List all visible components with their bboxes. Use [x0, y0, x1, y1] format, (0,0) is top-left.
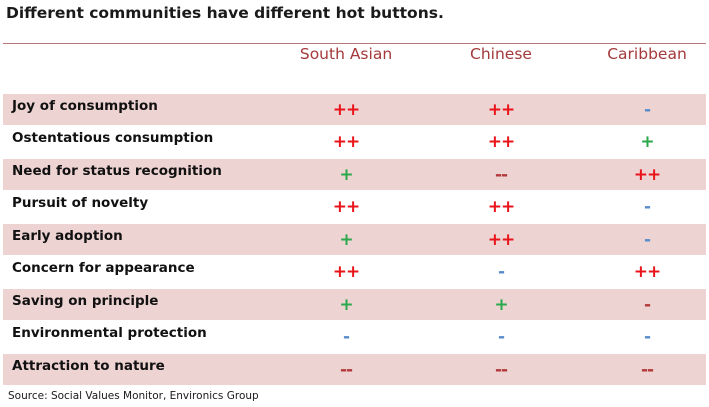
rating-cell-chinese: --	[494, 164, 508, 185]
table-row: Saving on principle + + -	[3, 288, 706, 322]
rating-cell-caribbean: --	[640, 359, 654, 380]
table-row: Pursuit of novelty ++ ++ -	[3, 191, 706, 224]
rating-cell-caribbean: -	[643, 327, 651, 348]
column-header-caribbean: Caribbean	[607, 45, 687, 63]
row-label: Environmental protection	[12, 325, 207, 342]
rating-cell-chinese: ++	[487, 229, 515, 250]
table-row: Joy of consumption ++ ++ -	[3, 94, 706, 127]
rating-cell-south-asian: ++	[332, 262, 360, 283]
rating-cell-south-asian: +	[339, 229, 353, 250]
row-label: Ostentatious consumption	[12, 130, 214, 147]
row-label: Saving on principle	[12, 292, 159, 309]
table-row: Ostentatious consumption ++ ++ +	[3, 126, 706, 159]
rating-cell-south-asian: +	[339, 164, 353, 185]
row-label: Early adoption	[12, 227, 123, 244]
rating-cell-chinese: +	[494, 294, 508, 315]
rating-cell-caribbean: -	[643, 100, 651, 120]
row-label: Pursuit of novelty	[12, 195, 149, 212]
rating-cell-chinese: -	[497, 327, 505, 348]
table-row: Need for status recognition + -- ++	[3, 158, 706, 192]
rating-cell-south-asian: +	[339, 294, 353, 315]
rating-cell-caribbean: ++	[633, 262, 661, 283]
rating-cell-chinese: ++	[487, 197, 515, 218]
rating-cell-south-asian: ++	[332, 197, 360, 218]
column-header-south-asian: South Asian	[299, 45, 393, 63]
table-row: Early adoption + ++ -	[3, 223, 706, 257]
rating-cell-caribbean: -	[643, 229, 651, 250]
table-row: Environmental protection - - -	[3, 321, 706, 354]
rating-cell-south-asian: ++	[332, 132, 360, 153]
row-label: Concern for appearance	[12, 260, 195, 277]
table-row: Attraction to nature -- -- --	[3, 353, 706, 386]
rating-cell-south-asian: ++	[332, 100, 360, 120]
page-title: Different communities have different hot…	[6, 4, 444, 22]
row-label: Joy of consumption	[12, 98, 158, 114]
rating-cell-caribbean: -	[643, 294, 651, 315]
rating-cell-caribbean: +	[640, 132, 654, 153]
rating-cell-chinese: ++	[487, 100, 515, 120]
table-row: Concern for appearance ++ - ++	[3, 256, 706, 289]
column-headers: South Asian Chinese Caribbean	[0, 45, 709, 69]
row-label: Need for status recognition	[12, 162, 222, 179]
rating-cell-chinese: -	[497, 262, 505, 283]
row-label: Attraction to nature	[12, 357, 165, 374]
rating-cell-south-asian: -	[342, 327, 350, 348]
rating-cell-chinese: ++	[487, 132, 515, 153]
rating-cell-chinese: --	[494, 359, 508, 380]
column-header-chinese: Chinese	[470, 45, 532, 63]
rating-cell-south-asian: --	[339, 359, 353, 380]
rating-cell-caribbean: ++	[633, 164, 661, 185]
header-divider	[3, 43, 706, 44]
hot-buttons-table: Joy of consumption ++ ++ - Ostentatious cons…	[3, 94, 706, 386]
rating-cell-caribbean: -	[643, 197, 651, 218]
source-note: Source: Social Values Monitor, Environic…	[8, 390, 259, 402]
